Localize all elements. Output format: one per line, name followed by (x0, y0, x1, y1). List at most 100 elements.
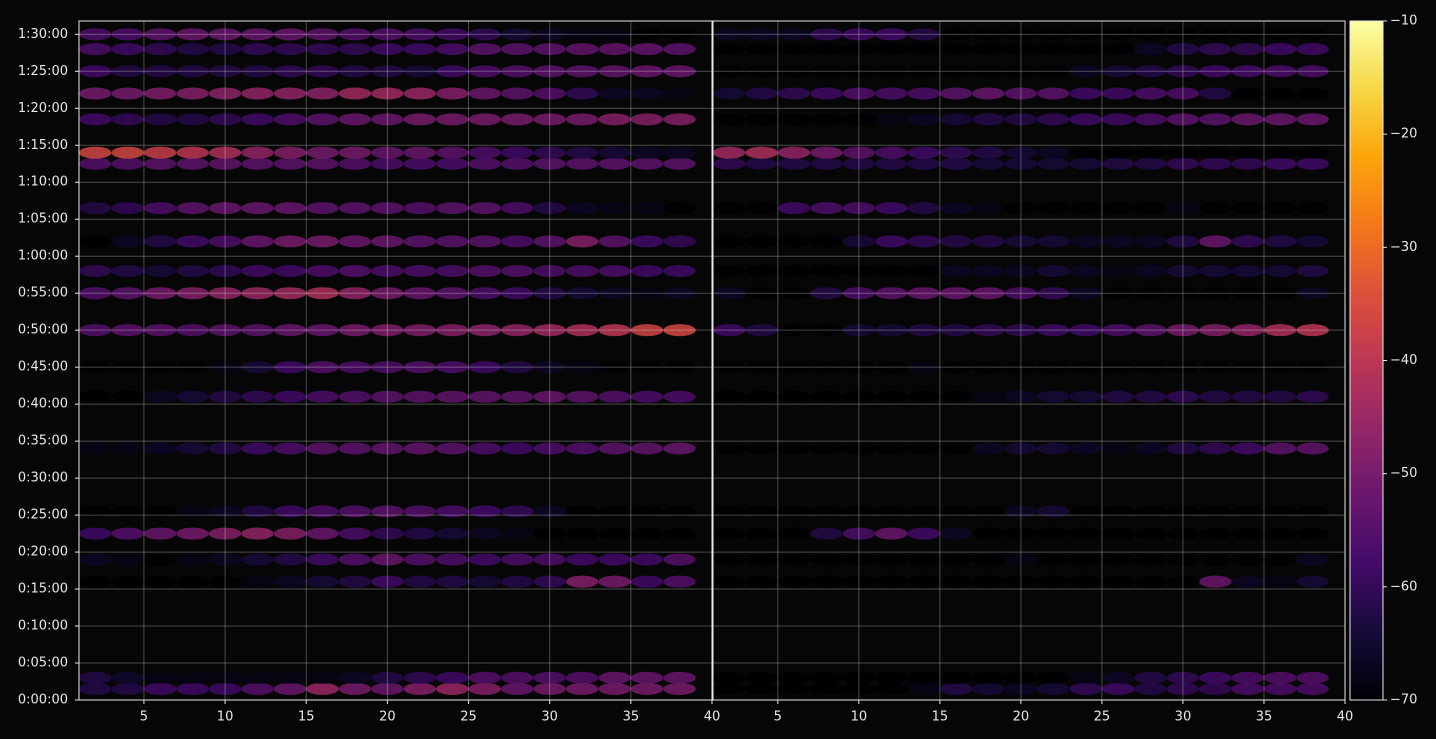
heat-cell (565, 505, 599, 518)
heat-cell (436, 113, 469, 126)
heat-cell (1004, 235, 1038, 248)
heat-cell (1037, 287, 1070, 300)
heat-cell (598, 505, 631, 518)
heat-cell (79, 361, 112, 374)
heat-cell (972, 235, 1005, 248)
heat-cell (1134, 157, 1167, 170)
heat-cell (972, 575, 1005, 588)
heat-cell (111, 43, 144, 56)
heat-cell (1101, 553, 1135, 566)
heat-cell (371, 442, 404, 455)
heat-cell (1134, 390, 1167, 403)
heat-cell (565, 235, 599, 248)
heat-cell (468, 442, 501, 455)
heat-cell (842, 65, 876, 78)
heat-cell (630, 265, 664, 278)
x-tick-label: 40 (704, 710, 721, 725)
heat-cell (1231, 87, 1264, 100)
heat-cell (306, 235, 339, 248)
heat-cell (1199, 361, 1232, 374)
x-tick-label: 20 (379, 710, 396, 725)
heat-cell (810, 87, 843, 100)
heat-cell (436, 28, 469, 41)
heat-cell (111, 324, 144, 337)
heat-cell (79, 157, 112, 170)
heat-cell (338, 324, 372, 337)
heat-cell (777, 361, 811, 374)
heat-cell (565, 202, 599, 215)
heat-cell (403, 361, 437, 374)
heat-cell (1004, 146, 1038, 159)
heat-cell (598, 43, 631, 56)
heat-cell (1263, 287, 1297, 300)
heat-cell (533, 28, 566, 41)
heat-cell (1037, 505, 1070, 518)
heat-cell (630, 671, 664, 684)
heat-cell (1199, 287, 1232, 300)
heat-cell (436, 505, 469, 518)
heat-cell (501, 113, 534, 126)
heat-cell (1004, 87, 1038, 100)
heat-cell (468, 157, 501, 170)
heat-cell (745, 146, 778, 159)
y-tick-label: 1:10:00 (18, 175, 68, 190)
heat-cell (1101, 287, 1135, 300)
heat-cell (1134, 553, 1167, 566)
heat-cell (1037, 442, 1070, 455)
heat-cell (1166, 442, 1200, 455)
heat-cell (533, 235, 566, 248)
heat-cell (436, 43, 469, 56)
heat-cell (875, 324, 908, 337)
heat-cell (111, 442, 144, 455)
heat-cell (939, 157, 973, 170)
heat-cell (241, 28, 274, 41)
heat-cell (273, 146, 307, 159)
heat-cell (306, 324, 339, 337)
heat-cell (306, 146, 339, 159)
heat-cell (241, 361, 274, 374)
heat-cell (371, 527, 404, 540)
heat-cell (1263, 390, 1297, 403)
heat-cell (630, 235, 664, 248)
heat-cell (111, 505, 144, 518)
heat-cell (842, 287, 876, 300)
heat-cell (713, 324, 746, 337)
heat-cell (143, 28, 177, 41)
heat-cell (598, 324, 631, 337)
heat-cell (1101, 28, 1135, 41)
heat-cell (79, 682, 112, 695)
heat-cell (1263, 553, 1297, 566)
heat-cell (208, 43, 242, 56)
heat-cell (1069, 575, 1102, 588)
heat-cell (630, 527, 664, 540)
heat-cell (436, 575, 469, 588)
heat-cell (1296, 235, 1329, 248)
heat-cell (273, 265, 307, 278)
heat-cell (208, 575, 242, 588)
heat-cell (842, 553, 876, 566)
heat-cell (777, 113, 811, 126)
heat-cell (1069, 324, 1102, 337)
heat-cell (143, 235, 177, 248)
heat-cell (1296, 287, 1329, 300)
heat-cell (273, 390, 307, 403)
heat-cell (745, 442, 778, 455)
heat-cell (972, 671, 1005, 684)
heat-cell (338, 287, 372, 300)
y-tick-label: 0:45:00 (18, 360, 68, 375)
heat-cell (273, 157, 307, 170)
heat-cell (1199, 553, 1232, 566)
heat-cell (501, 202, 534, 215)
heat-cell (1101, 442, 1135, 455)
heat-cell (810, 361, 843, 374)
heat-cell (176, 28, 209, 41)
heat-cell (273, 324, 307, 337)
y-tick-label: 0:25:00 (18, 508, 68, 523)
x-tick-label: 35 (623, 710, 640, 725)
heat-cell (1166, 202, 1200, 215)
heat-cell (1004, 527, 1038, 540)
heat-cell (1101, 43, 1135, 56)
heat-cell (371, 87, 404, 100)
heat-cell (306, 287, 339, 300)
heat-cell (501, 361, 534, 374)
